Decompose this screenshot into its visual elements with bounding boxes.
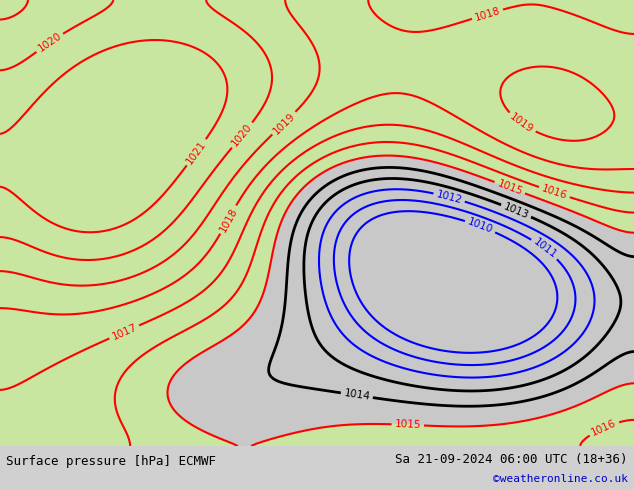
Text: 1014: 1014 (343, 389, 371, 402)
Text: 1016: 1016 (590, 418, 618, 438)
Text: 1019: 1019 (271, 110, 297, 136)
Text: 1015: 1015 (496, 178, 524, 197)
Text: 1017: 1017 (110, 322, 138, 342)
Text: 1015: 1015 (394, 419, 421, 430)
Text: 1012: 1012 (435, 189, 463, 205)
Text: 1013: 1013 (502, 201, 530, 220)
Text: 1020: 1020 (36, 31, 63, 54)
Text: Sa 21-09-2024 06:00 UTC (18+36): Sa 21-09-2024 06:00 UTC (18+36) (395, 453, 628, 466)
Text: 1011: 1011 (531, 237, 558, 261)
Text: 1021: 1021 (184, 139, 208, 166)
Text: Surface pressure [hPa] ECMWF: Surface pressure [hPa] ECMWF (6, 455, 216, 468)
Text: 1018: 1018 (217, 206, 239, 234)
Text: 1020: 1020 (230, 122, 254, 148)
Text: 1016: 1016 (540, 183, 569, 201)
Text: 1010: 1010 (466, 217, 495, 236)
Text: ©weatheronline.co.uk: ©weatheronline.co.uk (493, 474, 628, 484)
Text: 1018: 1018 (474, 5, 501, 23)
Text: 1019: 1019 (508, 111, 535, 135)
